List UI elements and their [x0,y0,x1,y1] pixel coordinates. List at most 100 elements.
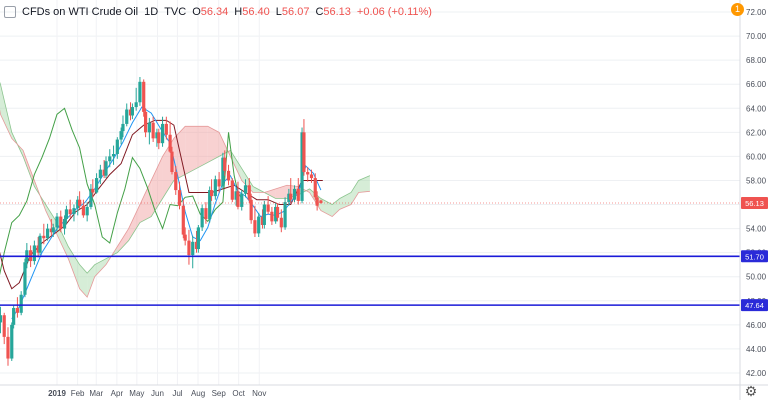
candle-down[interactable] [270,211,274,222]
candle-down[interactable] [59,216,63,229]
candle-down[interactable] [194,241,199,250]
candle-up[interactable] [221,157,225,187]
candle-down[interactable] [6,336,10,359]
candle-up[interactable] [292,188,297,200]
symbol-name[interactable]: CFDs on WTI Crude Oil [22,6,139,18]
candle-down[interactable] [170,151,174,173]
candle-up[interactable] [213,179,217,197]
candle-up[interactable] [121,123,125,132]
time-axis-panel[interactable] [0,385,740,400]
candle-down[interactable] [81,205,85,216]
candle-down[interactable] [289,193,293,200]
candle-down[interactable] [102,169,106,176]
candle-up[interactable] [94,178,99,193]
candle-up[interactable] [257,216,261,234]
candle-down[interactable] [128,109,133,116]
candle-up[interactable] [19,294,23,313]
candle-up[interactable] [76,199,80,209]
candle-up[interactable] [108,156,112,162]
candle-down[interactable] [275,206,280,218]
candle-up[interactable] [125,109,129,124]
candle-up[interactable] [98,169,102,179]
candle-up[interactable] [234,191,238,200]
candle-down[interactable] [230,180,234,200]
candle-down[interactable] [15,308,20,313]
candle-up[interactable] [45,228,50,239]
candle-down[interactable] [42,235,46,239]
candle-down[interactable] [260,216,265,225]
candle-down[interactable] [68,209,72,215]
candle-down[interactable] [174,172,178,191]
candle-up[interactable] [191,241,195,256]
candle-up[interactable] [119,131,123,140]
candle-down[interactable] [36,245,40,253]
candle-up[interactable] [130,107,134,116]
candle-up[interactable] [138,81,142,103]
candle-up[interactable] [38,235,42,253]
candle-up[interactable] [200,208,204,228]
candle-down[interactable] [204,208,208,219]
candle-down[interactable] [319,200,323,203]
settings-gear-icon[interactable]: ⚙ [744,383,758,399]
candle-up[interactable] [134,102,138,108]
candle-up[interactable] [287,193,291,203]
candle-down[interactable] [313,178,317,198]
candle-up[interactable] [300,132,304,201]
candle-up[interactable] [147,122,151,133]
candle-up[interactable] [104,161,108,176]
candle-down[interactable] [226,170,231,181]
candle-up[interactable] [243,185,248,194]
candle-down[interactable] [296,188,300,201]
candle-down[interactable] [302,132,306,173]
candle-up[interactable] [62,218,67,229]
candle-down[interactable] [217,179,221,187]
candle-up[interactable] [240,193,244,207]
candle-up[interactable] [12,308,16,325]
candle-down[interactable] [151,122,155,139]
candle-down[interactable] [209,190,214,197]
candle-down[interactable] [183,234,187,241]
candle-down[interactable] [223,157,227,171]
candle-up[interactable] [155,132,159,139]
candle-down[interactable] [177,190,182,206]
candle-up[interactable] [0,315,3,323]
candle-down[interactable] [181,205,185,235]
candle-down[interactable] [279,217,283,228]
candle-up[interactable] [89,188,93,207]
candle-up[interactable] [64,209,69,219]
candle-down[interactable] [315,197,319,206]
candle-up[interactable] [208,190,212,219]
candle-down[interactable] [249,199,253,221]
candle-down[interactable] [164,123,168,135]
candle-up[interactable] [115,139,119,154]
candle-up[interactable] [274,206,278,222]
candle-up[interactable] [72,208,76,215]
candle-down[interactable] [168,134,172,152]
candle-down[interactable] [253,220,257,234]
candle-up[interactable] [32,245,36,262]
candle-down[interactable] [247,185,251,200]
candle-down[interactable] [157,132,161,144]
candle-down[interactable] [78,199,82,206]
candle-up[interactable] [283,202,287,228]
symbol-icon[interactable] [4,6,16,18]
candle-up[interactable] [23,262,27,295]
candle-up[interactable] [160,123,165,144]
candle-up[interactable] [111,154,116,157]
candle-down[interactable] [236,191,240,207]
candle-down[interactable] [91,188,95,193]
candle-down[interactable] [187,240,191,256]
candle-up[interactable] [55,216,59,228]
alert-badge[interactable]: 1 [731,3,744,16]
candle-down[interactable] [142,81,146,112]
candle-up[interactable] [51,227,55,233]
candle-down[interactable] [306,172,310,175]
candle-up[interactable] [10,324,14,359]
candle-down[interactable] [143,111,148,133]
interval-label[interactable]: 1D [144,6,159,18]
candle-down[interactable] [2,315,6,337]
candle-up[interactable] [196,227,200,250]
candle-down[interactable] [49,228,53,233]
